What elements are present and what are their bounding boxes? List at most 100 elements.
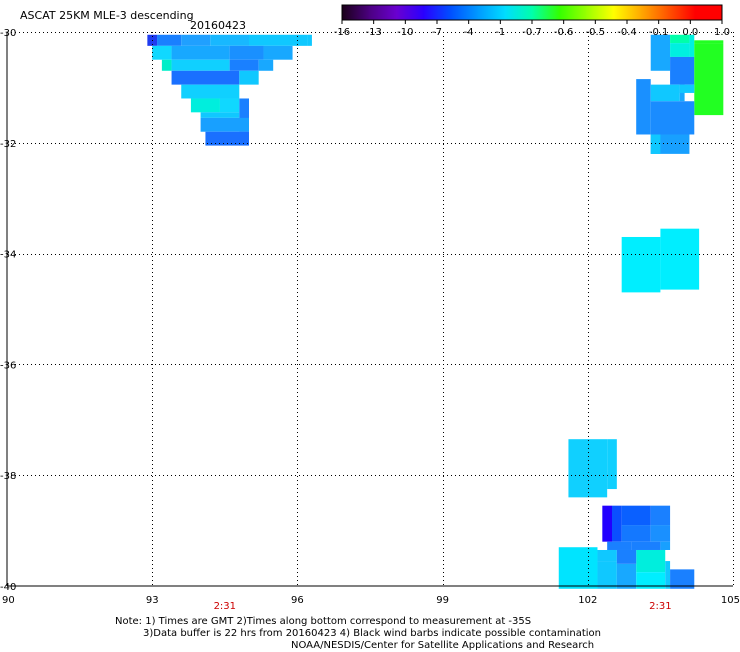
colorbar-segment [423,5,452,20]
data-cell [229,59,259,71]
x-tick-label: 90 [2,595,15,606]
chart-date: 20160423 [190,19,246,32]
data-cell [650,84,680,102]
colorbar-tick-label: -0.4 [617,27,637,38]
x-tick-label: 96 [291,595,304,606]
x-tick-labels: 90 93 96 99 102 105 [2,595,740,606]
data-cell [665,561,671,589]
data-cell [621,525,651,542]
grid-lines [7,32,734,586]
data-cell [307,34,312,46]
data-cell [249,34,308,46]
data-cell [171,59,230,71]
colorbar-segment [342,5,370,20]
data-cell [161,59,172,71]
colorbar-segment [532,5,560,20]
colorbar-tick-label: -1 [495,27,505,38]
data-cell [597,561,617,589]
colorbar-segment [667,5,696,20]
data-cell [616,563,637,589]
data-cell [200,117,249,132]
data-cell [190,98,220,113]
data-cell [660,228,700,290]
data-cell [210,34,249,46]
colorbar [341,4,723,21]
colorbar-tick-label: -10 [397,27,413,38]
y-tick-label: -36 [0,360,16,371]
colorbar-segment [477,5,506,20]
colorbar-tick-label: -7 [432,27,442,38]
colorbar-segment [504,5,533,20]
data-cell [631,541,661,550]
time-labels: 2:31 2:31 [214,601,672,612]
data-cell [181,84,240,99]
data-cell [670,34,690,44]
data-cell [621,505,651,526]
colorbar-segment [586,5,614,20]
y-tick-label: -32 [0,139,16,150]
time-label: 2:31 [649,601,671,612]
data-cell [607,541,632,550]
data-cell [650,34,671,71]
data-cell [568,439,608,498]
colorbar-segment [613,5,642,20]
data-cell [171,45,230,60]
data-cell [181,34,211,46]
y-tick-labels: -30 -32 -34 -36 -38 -40 [0,28,16,593]
data-cell [258,59,274,71]
note-line-3: NOAA/NESDIS/Center for Satellite Applica… [291,640,595,651]
data-cell [670,43,690,57]
data-cell [157,34,182,46]
data-cell [650,134,661,154]
y-tick-label: -30 [0,28,16,39]
data-cell [602,505,612,542]
colorbar-segment [396,5,424,20]
data-cell [616,549,637,564]
data-cell [650,101,695,135]
y-tick-label: -38 [0,471,16,482]
data-cell [205,131,249,146]
colorbar-tick-label: -0.5 [586,27,606,38]
data-cell [679,84,695,93]
data-cell [636,549,666,573]
plot-frame [6,32,733,587]
data-cell [670,56,695,85]
note-line-1: Note: 1) Times are GMT 2)Times along bot… [115,616,532,627]
data-cell [679,84,685,102]
data-cell [636,572,666,589]
data-cell [558,547,598,589]
data-cell [239,98,249,132]
data-cell [263,45,293,60]
note-line-2: 3)Data buffer is 22 hrs from 20160423 4)… [143,628,601,639]
x-tick-label: 102 [578,595,597,606]
data-cell [200,112,240,118]
data-cell [171,70,240,85]
data-cell [636,79,651,135]
x-tick-label: 105 [721,595,740,606]
colorbar-tick-label: -0.7 [522,27,542,38]
data-cell [239,70,259,85]
data-cell [152,45,172,60]
colorbar-tick-label: -13 [365,27,381,38]
data-cell [612,505,622,542]
time-label: 2:31 [214,601,236,612]
data-cell [694,40,724,44]
y-tick-label: -34 [0,250,16,261]
data-cell [607,439,617,490]
x-tick-label: 93 [146,595,159,606]
colorbar-tick-labels: -16 -13 -10 -7 -4 -1 -0.7 -0.6 -0.5 -0.4 -0.1 0.0 1.… [334,20,730,38]
data-cell [660,541,671,550]
data-cell [650,525,671,542]
colorbar-segment [369,5,397,20]
data-cell [689,34,695,57]
data-cell [597,549,617,562]
colorbar-segment [559,5,587,20]
x-tick-label: 99 [436,595,449,606]
colorbar-tick-label: -16 [334,27,350,38]
data-cell [621,236,661,293]
colorbar-tick-label: 0.0 [682,27,698,38]
data-cell [694,43,724,116]
colorbar-segment [694,5,723,20]
data-cell [650,505,671,526]
